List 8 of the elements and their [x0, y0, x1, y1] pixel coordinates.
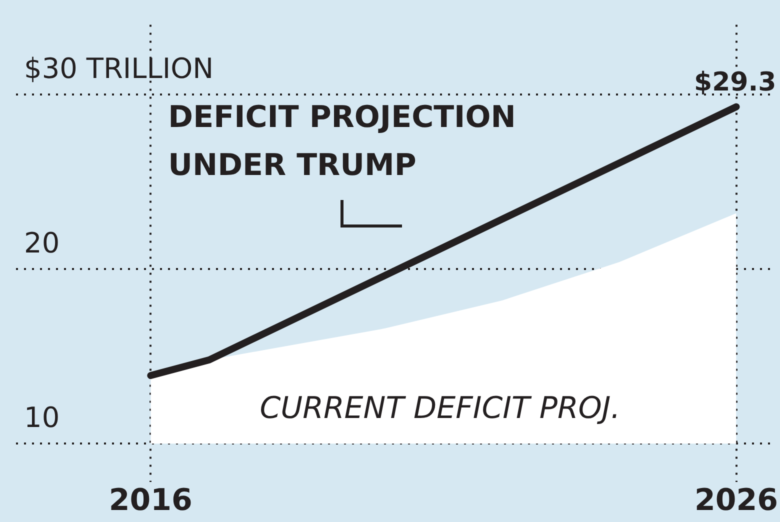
annotation: CURRENT DEFICIT PROJ.: [260, 390, 620, 426]
y-tick-label: 10: [24, 400, 60, 434]
x-tick-label: 2026: [694, 482, 778, 518]
x-tick-label: 2016: [108, 482, 192, 518]
annotation: DEFICIT PROJECTION UNDER TRUMP: [168, 100, 516, 183]
y-tick-label: $30 TRILLION: [24, 52, 214, 85]
data-label: $29.3: [694, 68, 776, 98]
y-tick-label: 20: [24, 226, 60, 260]
